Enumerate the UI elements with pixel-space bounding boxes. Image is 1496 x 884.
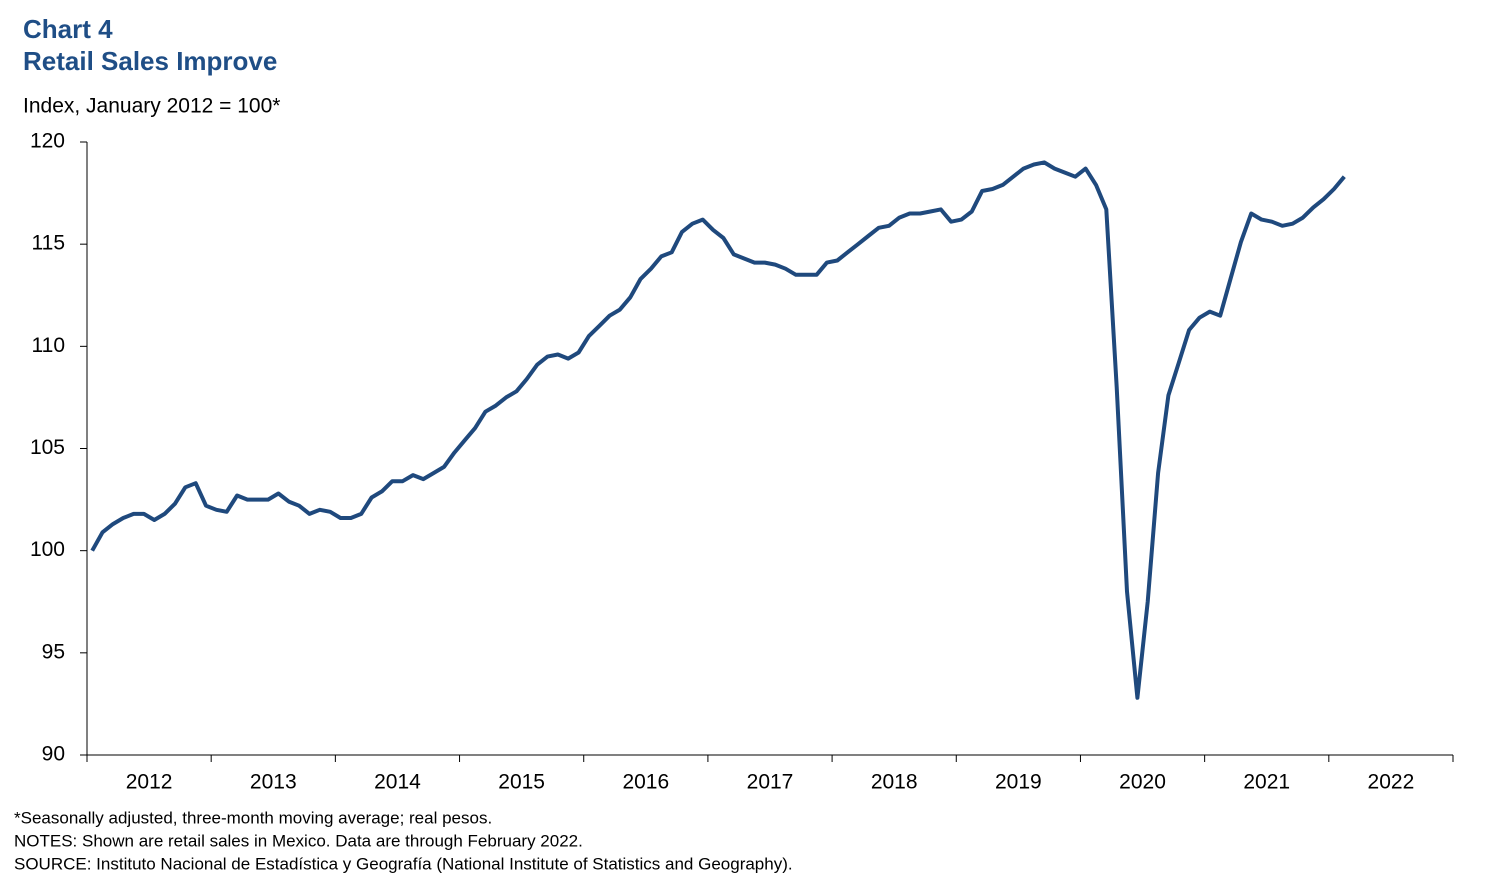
- y-axis-label: Index, January 2012 = 100*: [23, 95, 280, 118]
- y-tick-label: 120: [30, 130, 65, 153]
- x-tick-label: 2019: [995, 771, 1042, 794]
- y-tick-label: 100: [30, 538, 65, 561]
- x-tick-label: 2013: [250, 771, 297, 794]
- y-tick-label: 105: [30, 436, 65, 459]
- y-tick-label: 115: [32, 232, 65, 255]
- footnote: *Seasonally adjusted, three-month moving…: [14, 808, 492, 827]
- chart-title: Chart 4: [23, 14, 113, 44]
- x-tick-label: 2015: [498, 771, 545, 794]
- footnote: SOURCE: Instituto Nacional de Estadístic…: [14, 854, 793, 873]
- y-tick-label: 90: [42, 743, 65, 766]
- y-tick-label: 110: [32, 334, 65, 357]
- x-tick-label: 2018: [871, 771, 918, 794]
- x-tick-label: 2021: [1243, 771, 1290, 794]
- x-tick-label: 2012: [126, 771, 173, 794]
- x-tick-label: 2020: [1119, 771, 1166, 794]
- x-tick-label: 2022: [1368, 771, 1415, 794]
- x-tick-label: 2016: [622, 771, 669, 794]
- x-tick-label: 2014: [374, 771, 421, 794]
- series-line: [90, 160, 1346, 700]
- chart-subtitle: Retail Sales Improve: [23, 46, 277, 76]
- footnote: NOTES: Shown are retail sales in Mexico.…: [14, 831, 583, 850]
- x-tick-label: 2017: [747, 771, 794, 794]
- y-tick-label: 95: [42, 640, 65, 663]
